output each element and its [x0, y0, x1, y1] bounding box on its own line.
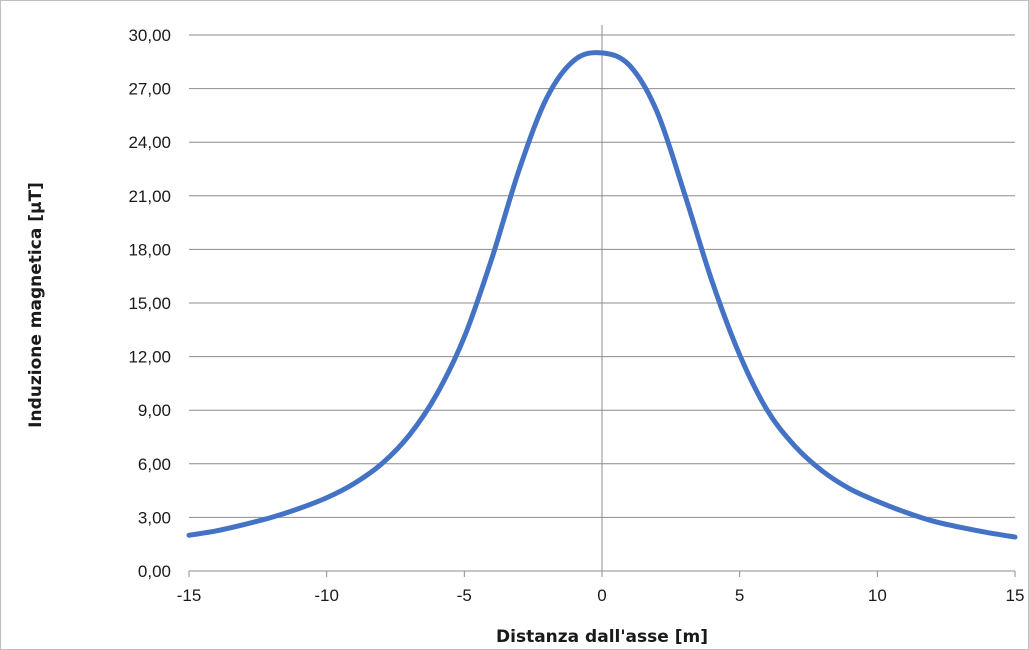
- y-tick-label: 6,00: [138, 455, 171, 474]
- series-layer: [186, 50, 1018, 540]
- x-tick-label: 0: [597, 586, 606, 605]
- x-tick-label: 10: [868, 586, 887, 605]
- y-tick-label: 18,00: [128, 240, 171, 259]
- x-tick-label: -15: [177, 586, 202, 605]
- y-tick-label: 3,00: [138, 508, 171, 527]
- y-tick-label: 12,00: [128, 348, 171, 367]
- y-tick-label: 9,00: [138, 401, 171, 420]
- x-axis-title: Distanza dall'asse [m]: [496, 627, 708, 647]
- y-tick-label: 24,00: [128, 133, 171, 152]
- x-tick-label: -10: [314, 586, 339, 605]
- x-tick-label: 15: [1006, 586, 1025, 605]
- y-tick-label: 0,00: [138, 562, 171, 581]
- tick-labels: 0,00 3,00 6,00 9,00 12,00 15,00 18,00 21,00 24,0…: [128, 26, 1024, 605]
- y-tick-label: 27,00: [128, 80, 171, 99]
- y-axis-title: Induzione magnetica [µT]: [26, 182, 46, 428]
- y-tick-label: 15,00: [128, 294, 171, 313]
- x-tick-label: -5: [457, 586, 472, 605]
- y-tick-label: 21,00: [128, 187, 171, 206]
- series-line: [186, 50, 1018, 540]
- y-tick-label: 30,00: [128, 26, 171, 45]
- x-tick-label: 5: [735, 586, 744, 605]
- axes: [188, 25, 1016, 577]
